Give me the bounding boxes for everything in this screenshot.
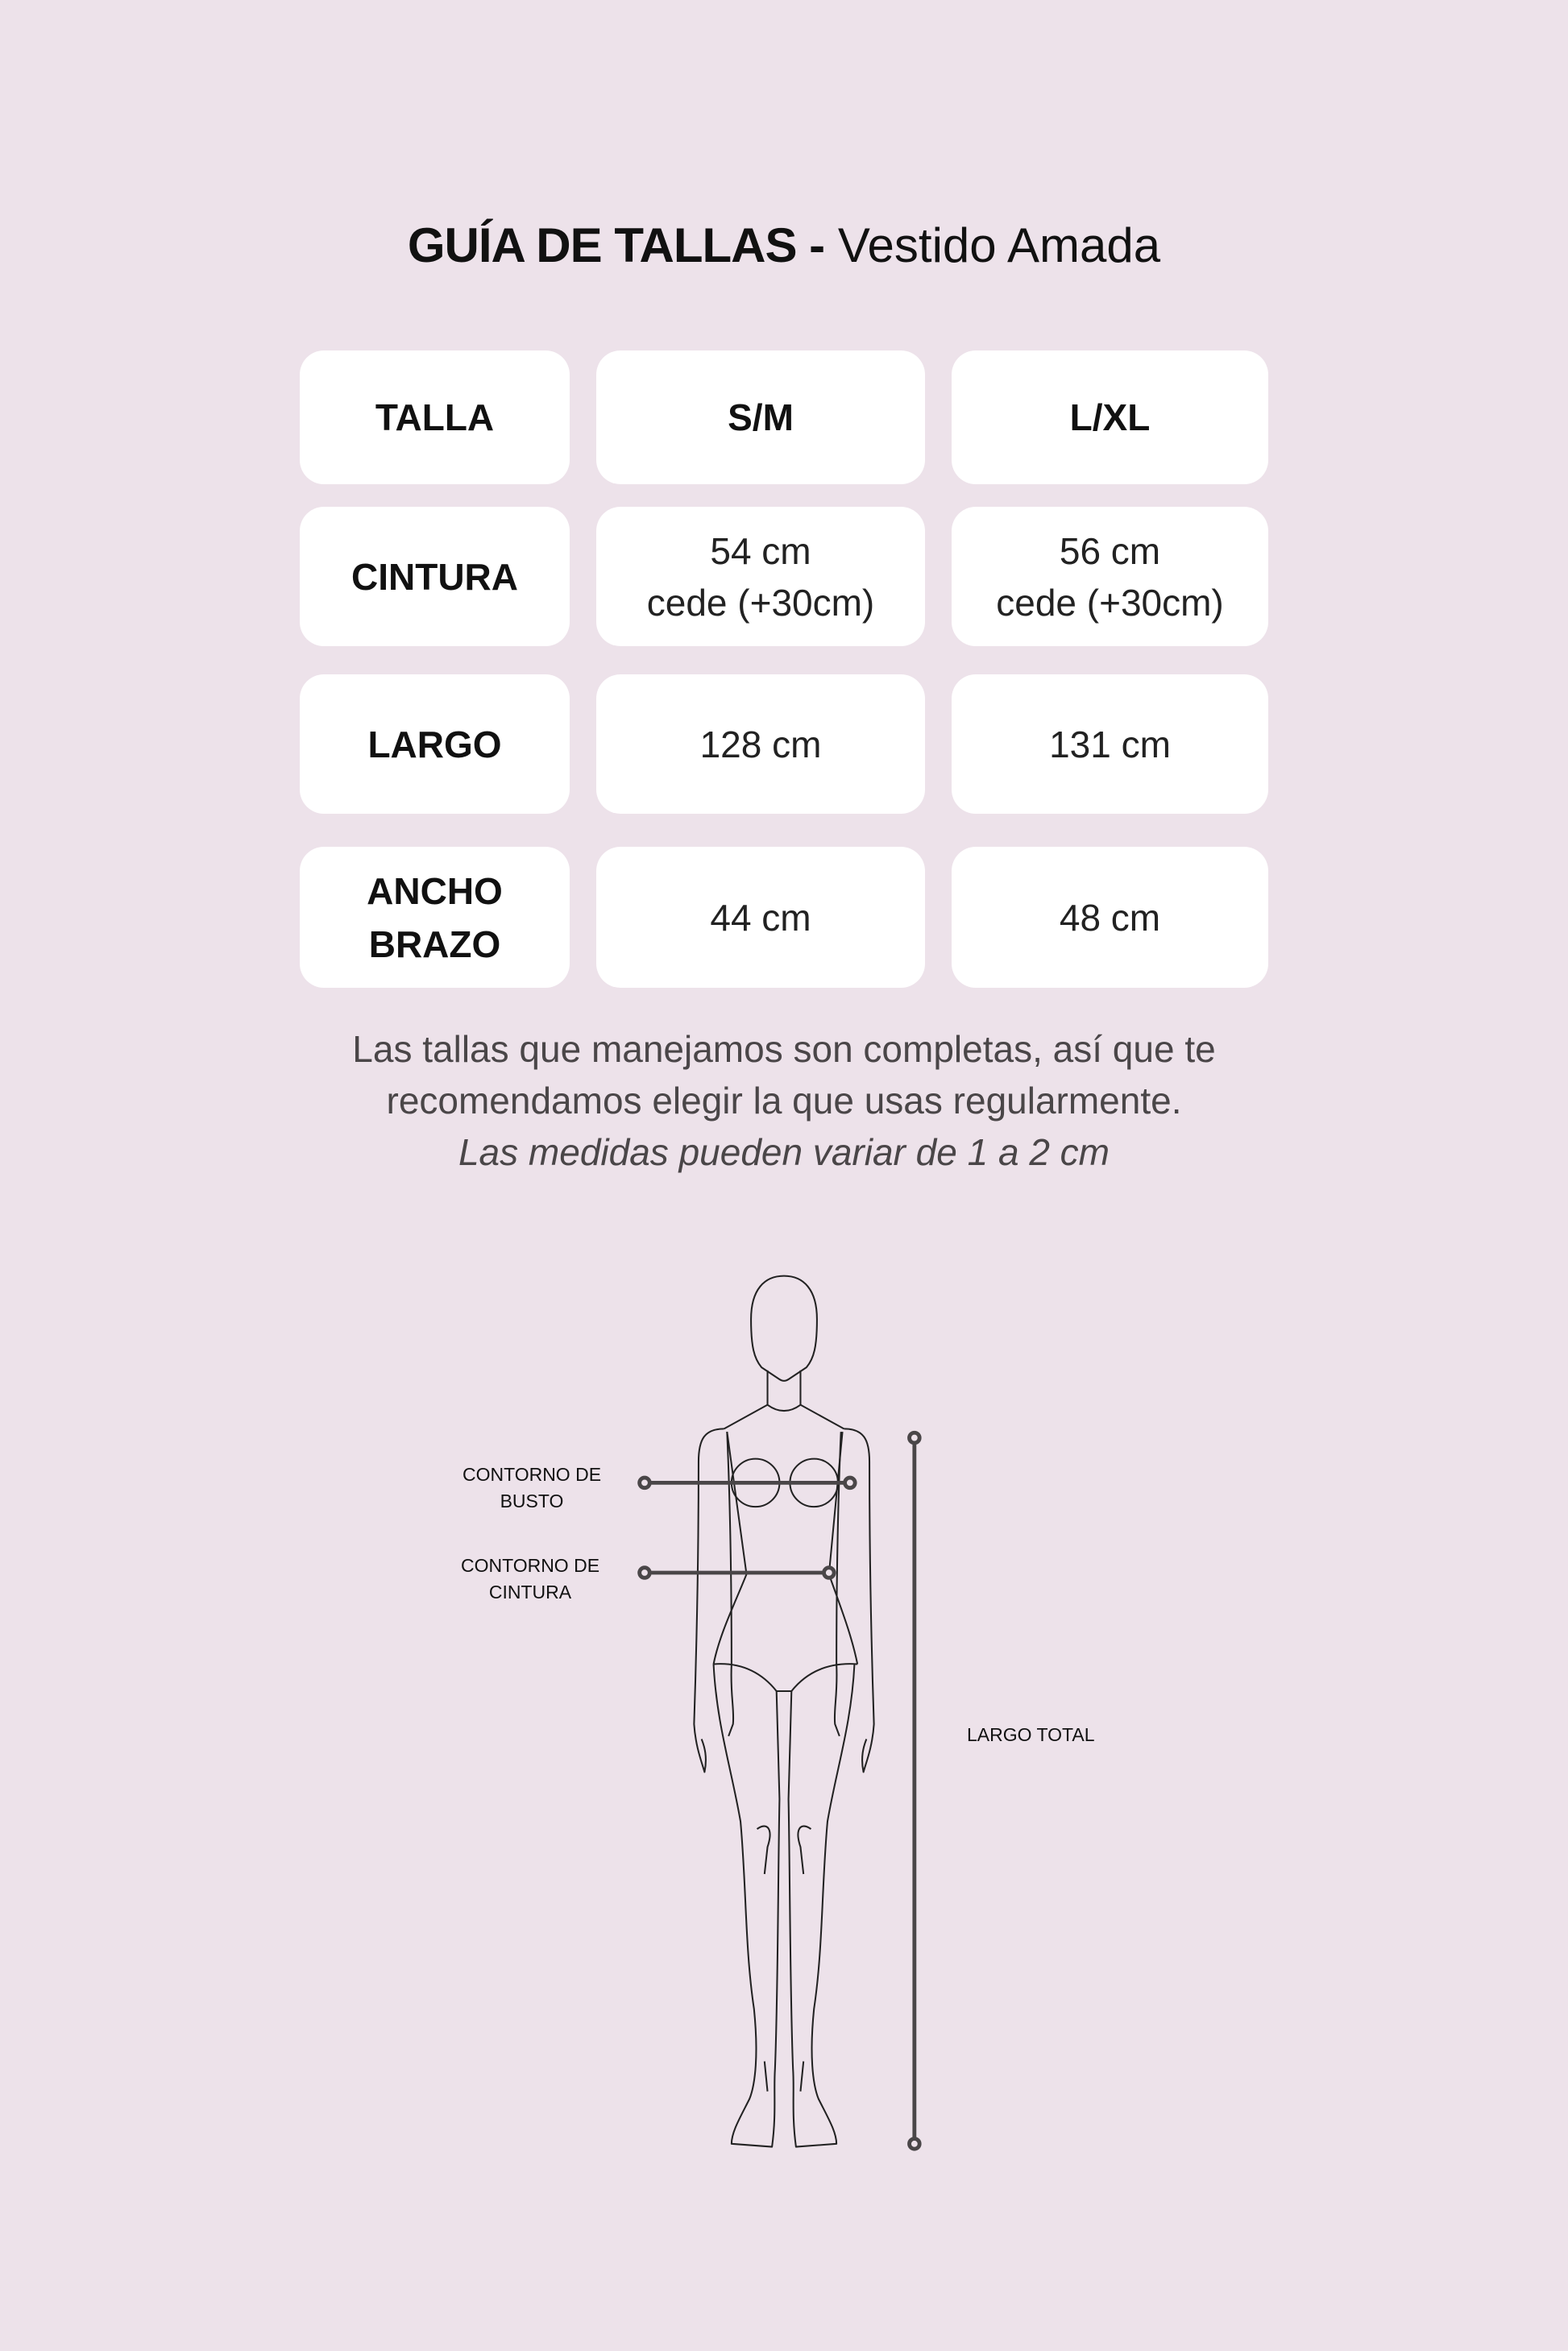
header-sm: S/M bbox=[596, 350, 925, 484]
size-note: Las tallas que manejamos son completas, … bbox=[0, 1023, 1568, 1178]
bust-measure-start bbox=[637, 1475, 652, 1491]
mannequin-figure bbox=[693, 1275, 875, 2148]
length-label: LARGO TOTAL bbox=[967, 1724, 1095, 1745]
left-arm bbox=[693, 1428, 735, 1773]
title-bold: GUÍA DE TALLAS - bbox=[407, 218, 825, 272]
page-title: GUÍA DE TALLAS - Vestido Amada bbox=[0, 218, 1568, 273]
ancho-brazo-sm: 44 cm bbox=[596, 847, 925, 988]
bust-label-line-2: BUSTO bbox=[500, 1491, 564, 1511]
cintura-sm-value: 54 cm bbox=[710, 529, 811, 572]
waist-label-line-1: CONTORNO DE bbox=[460, 1555, 600, 1576]
row-label-largo: LARGO bbox=[300, 674, 570, 814]
length-measure-bottom bbox=[907, 2137, 922, 2151]
bust-measure-end bbox=[843, 1475, 857, 1491]
cintura-lxl-value: 56 cm bbox=[1059, 529, 1161, 572]
ancho-brazo-lxl: 48 cm bbox=[952, 847, 1268, 988]
bust-label: CONTORNO DE BUSTO bbox=[451, 1462, 612, 1515]
row-label-line-2: BRAZO bbox=[368, 923, 501, 965]
note-italic: Las medidas pueden variar de 1 a 2 cm bbox=[458, 1131, 1110, 1173]
waist-label: CONTORNO DE CINTURA bbox=[450, 1553, 611, 1606]
waist-label-line-2: CINTURA bbox=[488, 1582, 572, 1603]
right-arm bbox=[833, 1428, 875, 1773]
note-line-2: recomendamos elegir la que usas regularm… bbox=[386, 1080, 1182, 1122]
header-lxl: L/XL bbox=[952, 350, 1268, 484]
hips bbox=[713, 1663, 858, 1693]
right-leg bbox=[787, 1664, 856, 2148]
cintura-sm: 54 cm cede (+30cm) bbox=[596, 507, 925, 646]
title-product: Vestido Amada bbox=[837, 218, 1161, 272]
note-line-1: Las tallas que manejamos son completas, … bbox=[352, 1028, 1216, 1070]
cintura-lxl: 56 cm cede (+30cm) bbox=[952, 507, 1268, 646]
waist-measure-start bbox=[637, 1565, 652, 1580]
header-talla: TALLA bbox=[300, 350, 570, 484]
largo-lxl: 131 cm bbox=[952, 674, 1268, 814]
largo-sm: 128 cm bbox=[596, 674, 925, 814]
row-label-line-1: ANCHO bbox=[367, 869, 503, 912]
head bbox=[750, 1275, 818, 1382]
neck bbox=[766, 1370, 802, 1412]
cintura-lxl-stretch: cede (+30cm) bbox=[996, 581, 1224, 624]
measure-lines bbox=[637, 1430, 922, 2151]
row-label-ancho-brazo: ANCHO BRAZO bbox=[300, 847, 570, 988]
left-leg bbox=[712, 1664, 781, 2148]
shoulders bbox=[724, 1404, 844, 1430]
length-measure-top bbox=[907, 1430, 922, 1445]
row-label-cintura: CINTURA bbox=[300, 507, 570, 646]
cintura-sm-stretch: cede (+30cm) bbox=[646, 581, 875, 624]
waist-measure-end bbox=[822, 1565, 836, 1580]
bust-label-line-1: CONTORNO DE bbox=[462, 1464, 602, 1485]
